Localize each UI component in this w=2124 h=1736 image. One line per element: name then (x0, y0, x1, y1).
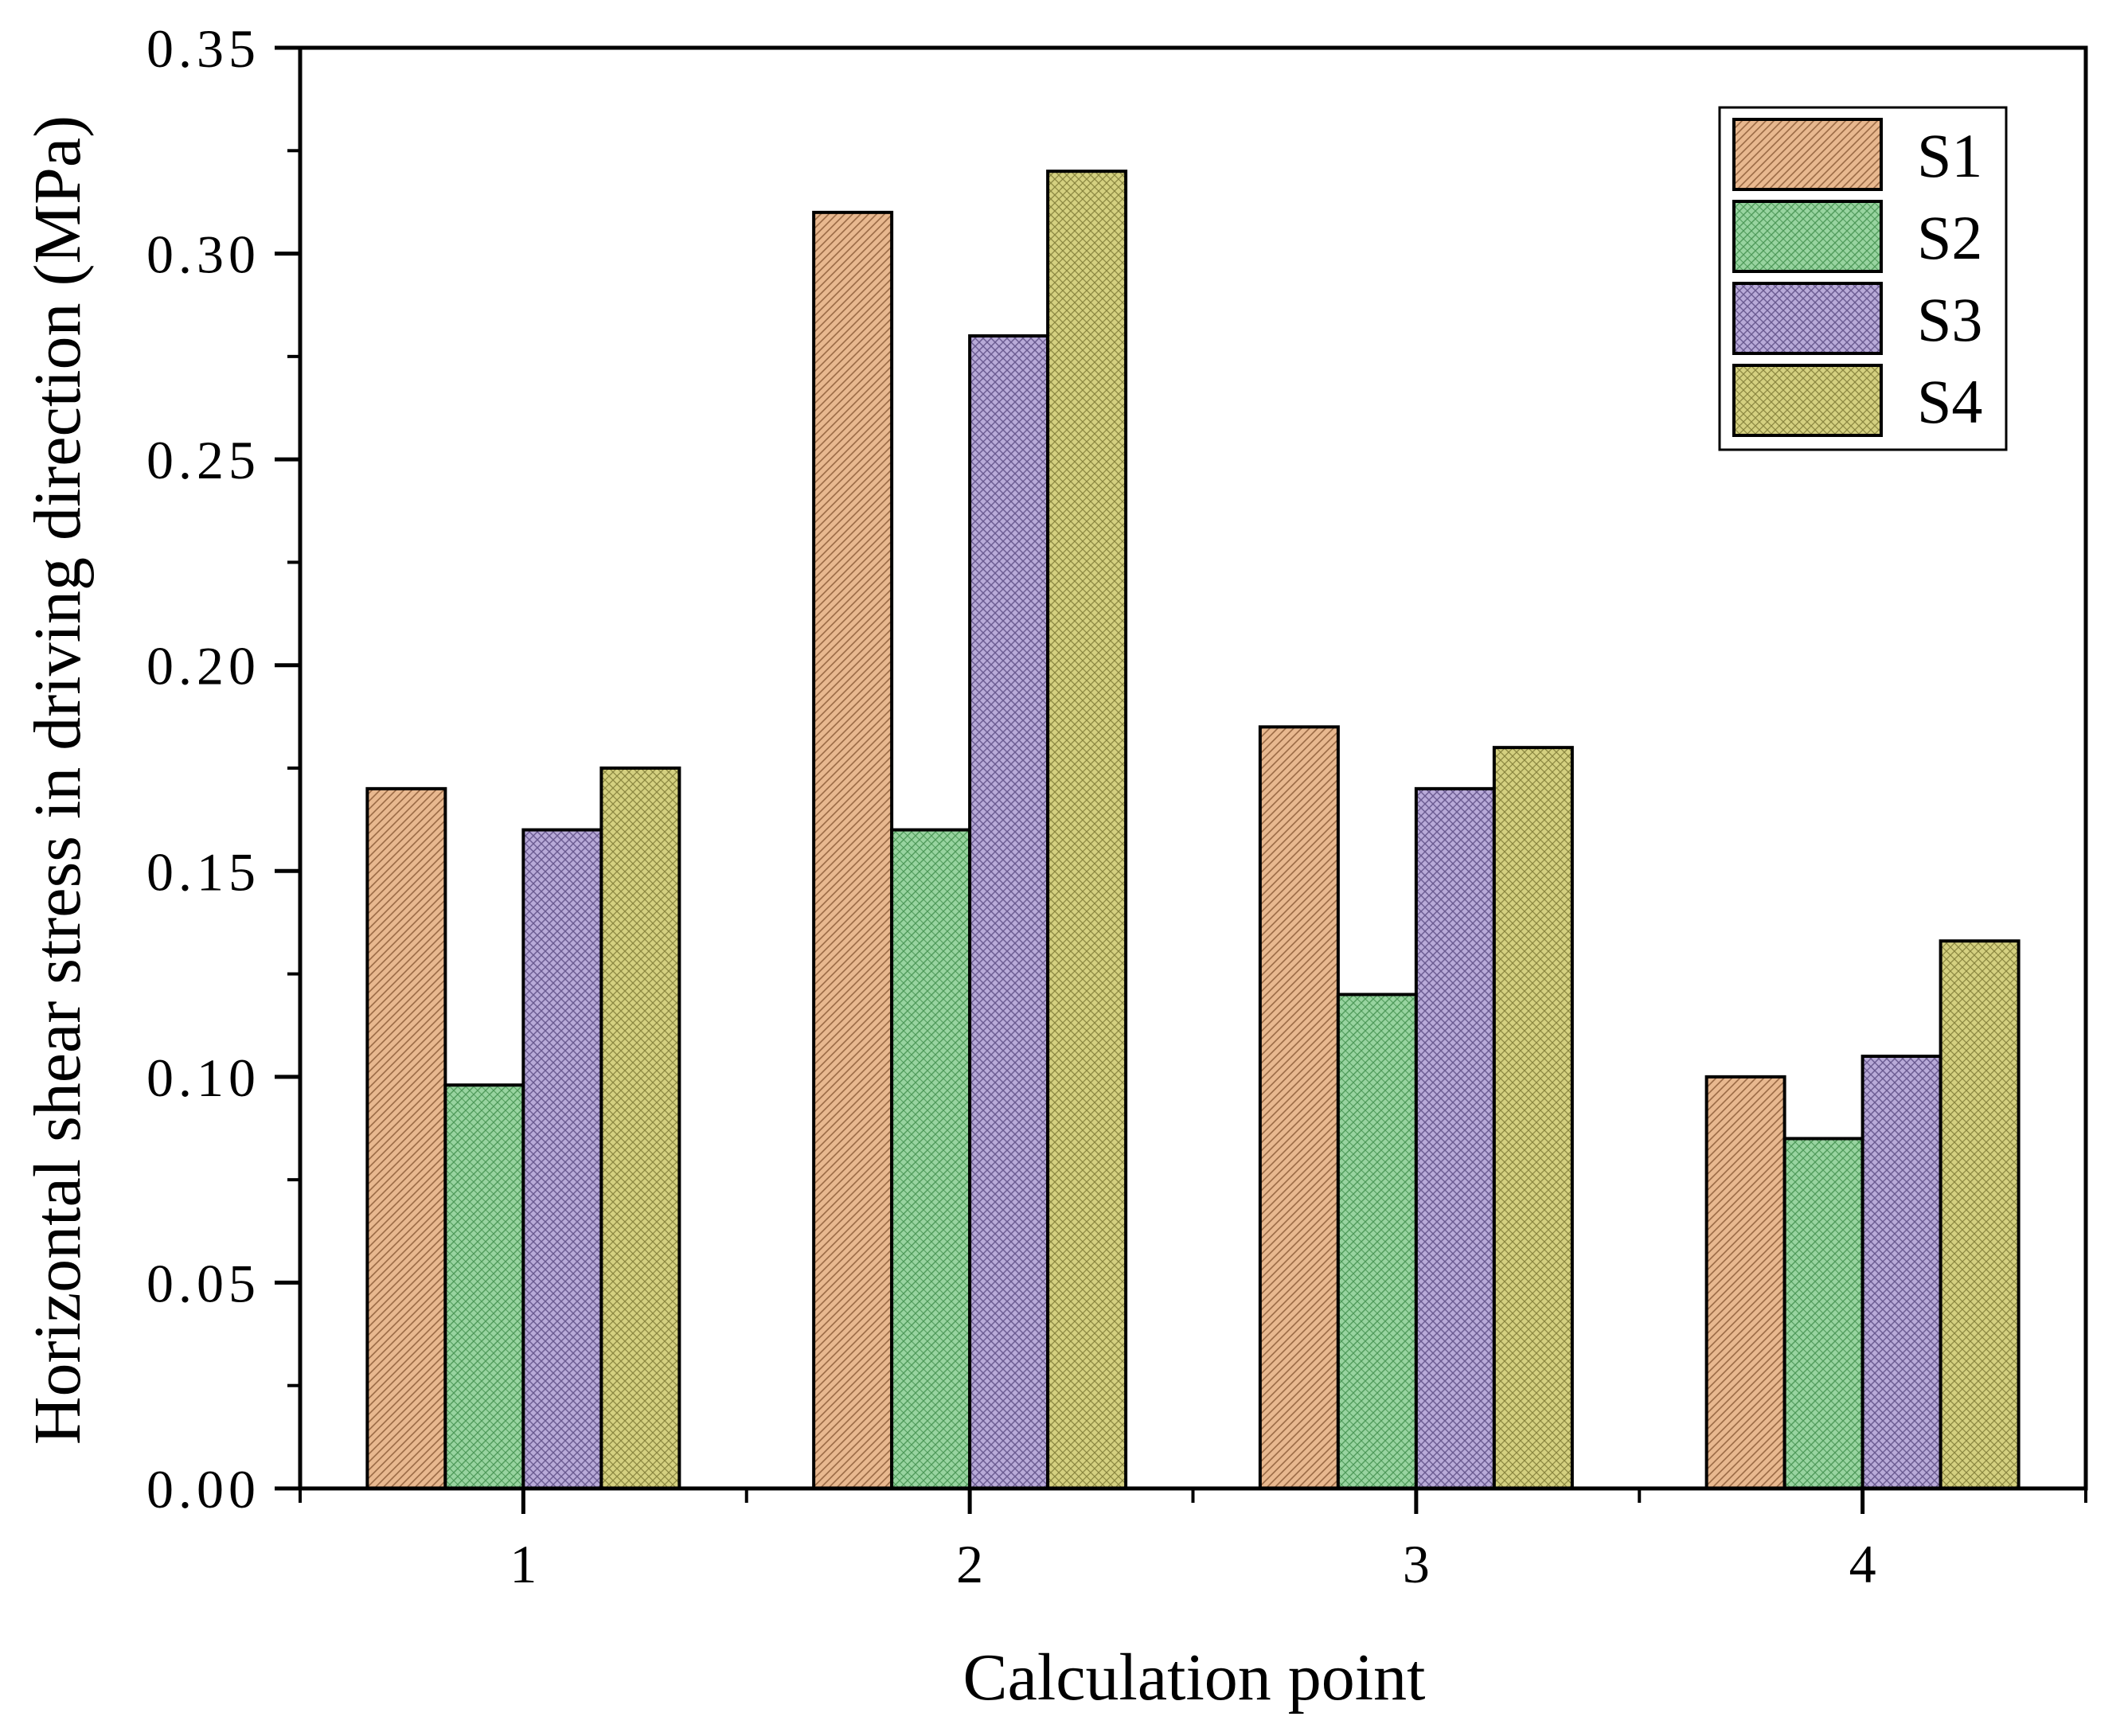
bar-s3-point-3 (1414, 786, 1496, 1490)
legend-swatch-s4 (1732, 364, 1883, 437)
y-tick-label: 0.00 (146, 1459, 260, 1519)
bar-s2-point-4 (1782, 1137, 1864, 1491)
legend-label-s1: S1 (1917, 121, 1982, 190)
bar-s4-point-4 (1939, 939, 2021, 1490)
legend-label-s4: S4 (1917, 367, 1982, 436)
bar-s1-point-1 (365, 786, 447, 1490)
plot-area: 0.00 0.05 0.10 0.15 0.20 0.25 0.30 0.35 1 2 3 4 S1 S2… (146, 18, 2088, 1594)
y-tick-label: 0.05 (146, 1253, 260, 1313)
bar-s2-point-1 (443, 1083, 525, 1490)
y-tick-label: 0.15 (146, 841, 260, 902)
x-tick-label: 1 (510, 1534, 537, 1594)
bar-s3-point-1 (521, 828, 603, 1490)
legend-label-s2: S2 (1917, 203, 1982, 272)
bar-s2-point-3 (1336, 993, 1418, 1490)
bar-s2-point-2 (890, 828, 972, 1490)
legend-swatch-s2 (1732, 200, 1883, 273)
y-tick-label: 0.30 (146, 224, 260, 285)
y-tick-label: 0.10 (146, 1047, 260, 1108)
bar-s4-point-3 (1492, 746, 1574, 1490)
legend-label-s3: S3 (1917, 285, 1982, 354)
y-tick-label: 0.20 (146, 636, 260, 696)
bar-s3-point-2 (968, 334, 1050, 1490)
bar-s3-point-4 (1860, 1055, 1942, 1490)
legend-swatch-s1 (1732, 118, 1883, 191)
bar-s1-point-3 (1258, 725, 1340, 1490)
bar-s1-point-2 (812, 210, 894, 1490)
x-axis-title: Calculation point (963, 1640, 1426, 1715)
x-tick-label: 3 (1403, 1534, 1430, 1594)
bar-s4-point-1 (599, 767, 681, 1490)
y-axis-title: Horizontal shear stress in driving direc… (21, 115, 95, 1445)
legend-swatch-s3 (1732, 282, 1883, 355)
x-tick-label: 4 (1849, 1534, 1876, 1594)
legend: S1 S2 S3 S4 (1718, 106, 2008, 451)
x-tick-label: 2 (956, 1534, 983, 1594)
y-tick-label: 0.25 (146, 430, 260, 490)
bar-s1-point-4 (1704, 1075, 1786, 1491)
y-tick-label: 0.35 (146, 18, 260, 79)
bar-s4-point-2 (1046, 170, 1128, 1491)
